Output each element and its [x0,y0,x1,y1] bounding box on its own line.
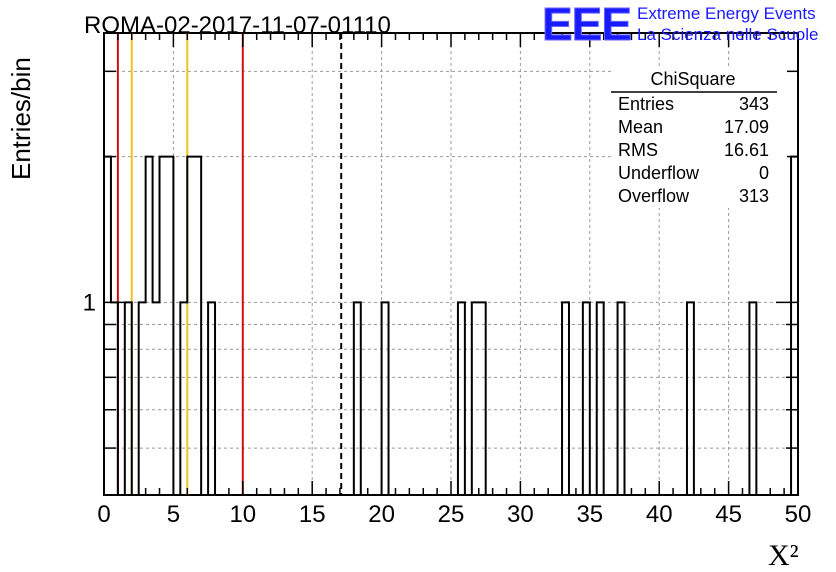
x-tick-label: 25 [438,501,465,528]
logo-mark: EEE [542,0,631,50]
histogram-bin [146,157,153,495]
x-tick-label: 15 [299,501,326,528]
histogram-bin [187,157,194,495]
histogram-bin [208,302,215,495]
stats-label: Overflow [618,186,690,206]
histogram-bin [583,302,590,495]
stats-label: Mean [618,117,663,137]
logo-line1: Extreme Energy Events [637,4,816,23]
stats-box-bg [611,66,787,208]
stats-value: 16.61 [724,140,769,160]
reference-lines [116,33,343,495]
histogram-bin [562,302,569,495]
x-tick-label: 5 [167,501,180,528]
y-axis-label: Entries/bin [6,57,36,180]
stats-value: 343 [739,94,769,114]
stats-value: 313 [739,186,769,206]
histogram-outline [103,155,799,496]
histogram-bin [749,302,756,495]
histogram-bin [111,302,118,495]
histogram-bin [791,157,798,495]
histogram-bin [166,157,173,495]
stats-label: Entries [618,94,674,114]
histogram-bin [180,302,187,495]
stats-box: ChiSquare Entries 343 Mean 17.09 RMS 16.61 Und… [611,66,787,208]
chart-title: ROMA-02-2017-11-07-01110 [84,12,391,39]
histogram-bin [125,302,132,495]
histogram-bin [104,157,111,495]
x-tick-label: 40 [646,501,673,528]
histogram-bin [139,302,146,495]
histogram-bin [472,302,479,495]
x-tick-label: 10 [229,501,256,528]
stats-rows: Entries 343 Mean 17.09 RMS 16.61 Underflow 0 Ove… [618,94,769,206]
histogram-bin [618,302,625,495]
eee-logo: EEE Extreme Energy Events La Scienza nel… [542,0,819,51]
stats-label: Underflow [618,163,700,183]
x-axis-label: X² [768,539,799,572]
histogram [103,155,799,496]
histogram-bin [479,302,486,495]
histogram-bin [194,157,201,495]
histogram-bin [458,302,465,495]
y-tick-label: 1 [83,289,96,316]
x-tick-label: 45 [715,501,742,528]
y-axis: 1 [83,70,798,449]
histogram-bin [153,302,160,495]
x-tick-label: 30 [507,501,534,528]
stats-value: 17.09 [724,117,769,137]
x-tick-label: 35 [576,501,603,528]
histogram-bin [160,157,167,495]
x-tick-label: 0 [97,501,110,528]
logo-line2: La Scienza nelle Scuole [637,25,818,44]
histogram-bin [382,302,389,495]
stats-label: RMS [618,140,658,160]
stats-title: ChiSquare [650,69,735,89]
histogram-bin [687,302,694,495]
stats-value: 0 [759,163,769,183]
x-axis: 0 5 10 15 20 25 30 35 40 45 50 [97,33,811,528]
histogram-bin [597,302,604,495]
x-tick-label: 20 [368,501,395,528]
x-tick-label: 50 [785,501,812,528]
histogram-bin [354,302,361,495]
